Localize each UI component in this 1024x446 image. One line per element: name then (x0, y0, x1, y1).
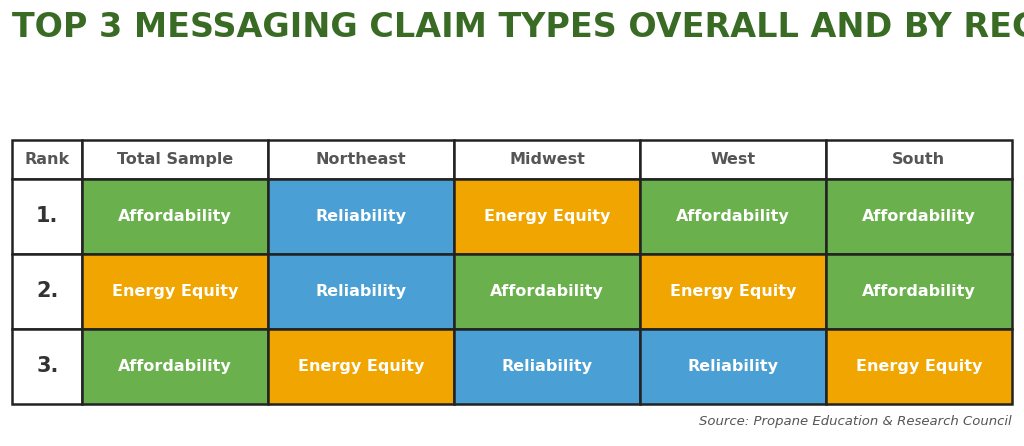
Text: West: West (711, 152, 756, 167)
Text: Affordability: Affordability (676, 209, 790, 223)
Text: Reliability: Reliability (687, 359, 778, 374)
Text: Affordability: Affordability (119, 209, 232, 223)
Bar (82, 140, 268, 179)
Bar (825, 254, 1012, 329)
Bar (12, 329, 82, 404)
Bar (640, 329, 825, 404)
Text: 1.: 1. (36, 206, 58, 226)
Bar (825, 140, 1012, 179)
Text: Reliability: Reliability (315, 284, 407, 299)
Text: Midwest: Midwest (509, 152, 585, 167)
Bar (640, 179, 825, 254)
Bar (454, 329, 640, 404)
Text: South: South (892, 152, 945, 167)
Bar (82, 254, 268, 329)
Text: Reliability: Reliability (315, 209, 407, 223)
Text: Energy Equity: Energy Equity (298, 359, 424, 374)
Bar (825, 329, 1012, 404)
Bar (640, 140, 825, 179)
Text: Affordability: Affordability (862, 284, 976, 299)
Text: Affordability: Affordability (119, 359, 232, 374)
Bar (82, 179, 268, 254)
Text: 3.: 3. (36, 356, 58, 376)
Text: Energy Equity: Energy Equity (483, 209, 610, 223)
Bar (454, 254, 640, 329)
Text: 2.: 2. (36, 281, 58, 301)
Bar (82, 329, 268, 404)
Bar (640, 254, 825, 329)
Text: Energy Equity: Energy Equity (112, 284, 239, 299)
Text: Energy Equity: Energy Equity (856, 359, 982, 374)
Text: Northeast: Northeast (315, 152, 407, 167)
Text: Rank: Rank (25, 152, 70, 167)
Text: Source: Propane Education & Research Council: Source: Propane Education & Research Cou… (699, 415, 1012, 428)
Text: Affordability: Affordability (862, 209, 976, 223)
Bar (268, 140, 454, 179)
Bar (268, 254, 454, 329)
Bar (454, 140, 640, 179)
Text: Total Sample: Total Sample (117, 152, 233, 167)
Bar (12, 254, 82, 329)
Bar (454, 179, 640, 254)
Bar (825, 179, 1012, 254)
Text: Reliability: Reliability (502, 359, 593, 374)
Bar (268, 179, 454, 254)
Text: Affordability: Affordability (490, 284, 604, 299)
Bar (12, 140, 82, 179)
Text: Energy Equity: Energy Equity (670, 284, 796, 299)
Text: TOP 3 MESSAGING CLAIM TYPES OVERALL AND BY REGION: TOP 3 MESSAGING CLAIM TYPES OVERALL AND … (12, 11, 1024, 44)
Bar (12, 179, 82, 254)
Bar (268, 329, 454, 404)
